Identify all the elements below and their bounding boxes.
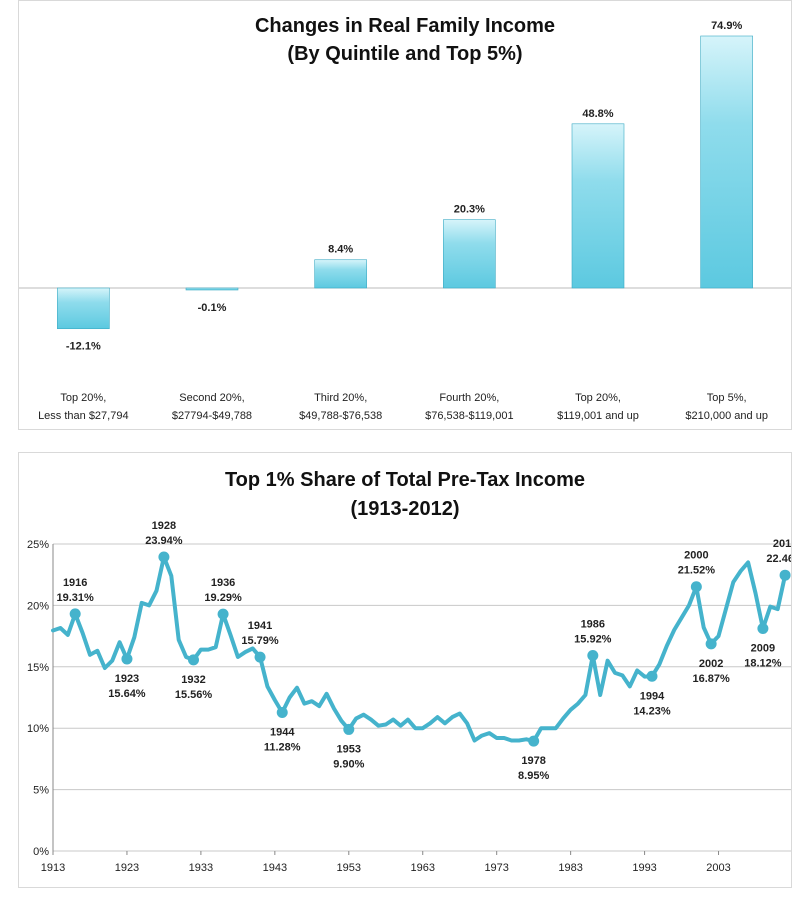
bar-value-label-3: 20.3% (454, 204, 485, 216)
bar-5 (700, 35, 753, 289)
annotation-point-1932 (188, 654, 200, 666)
annotation-point-1978 (528, 735, 540, 747)
bar-value-label-4: 48.8% (582, 108, 613, 120)
annotation-year-1978: 1978 (521, 755, 545, 767)
x-tick-label-4: 1953 (337, 862, 361, 874)
x-tick-label-0: 1913 (41, 862, 65, 874)
line-chart-title: Top 1% Share of Total Pre-Tax Income (224, 469, 586, 491)
bar-category-label-1: Second 20%, (179, 392, 244, 404)
annotation-point-1944 (276, 706, 288, 718)
bar-category-sublabel-2: $49,788-$76,538 (299, 410, 382, 422)
annotation-year-2002: 2002 (699, 658, 723, 670)
annotation-year-2000: 2000 (684, 550, 708, 562)
y-tick-label-4: 20% (27, 600, 49, 612)
annotation-point-1941 (254, 651, 266, 663)
annotation-year-1923: 1923 (115, 673, 139, 685)
bar-value-label-2: 8.4% (328, 244, 353, 256)
annotation-year-1928: 1928 (152, 520, 176, 532)
annotation-value-1916: 19.31% (57, 592, 95, 604)
top-one-percent-chart-panel: Top 1% Share of Total Pre-Tax Income (19… (18, 452, 792, 888)
bar-chart-title: Changes in Real Family Income (254, 15, 556, 37)
annotation-point-2012 (779, 569, 791, 581)
annotation-value-1936: 19.29% (204, 592, 242, 604)
bar-category-sublabel-1: $27794-$49,788 (172, 410, 252, 422)
annotation-point-1986 (587, 650, 599, 662)
annotation-point-1953 (343, 723, 355, 735)
annotation-value-1953: 9.90% (333, 758, 364, 770)
annotation-value-2000: 21.52% (678, 565, 716, 577)
annotation-value-2009: 18.12% (744, 657, 782, 669)
y-tick-label-0: 0% (33, 846, 49, 858)
annotation-year-1936: 1936 (211, 577, 235, 589)
bar-3 (443, 219, 496, 289)
x-tick-label-5: 1963 (410, 862, 434, 874)
x-tick-label-8: 1993 (632, 862, 656, 874)
annotation-value-1994: 14.23% (633, 705, 671, 717)
bar-category-label-3: Fourth 20%, (439, 392, 499, 404)
annotation-value-1986: 15.92% (574, 634, 612, 646)
annotation-year-2012: 2012 (773, 538, 791, 550)
bar-0 (57, 287, 110, 330)
x-tick-label-7: 1983 (558, 862, 582, 874)
annotation-value-1941: 15.79% (241, 635, 279, 647)
annotation-year-1994: 1994 (640, 690, 665, 702)
x-tick-label-3: 1943 (263, 862, 287, 874)
line-chart: 0% 5% 10% 15% 20% 25% 1913 1923 1933 1943 1953 1963… (27, 520, 791, 874)
y-tick-label-2: 10% (27, 723, 49, 735)
annotation-year-2009: 2009 (751, 642, 775, 654)
y-tick-label-5: 25% (27, 539, 49, 551)
x-tick-label-6: 1973 (484, 862, 508, 874)
annotation-year-1941: 1941 (248, 620, 272, 632)
annotation-point-2009 (757, 622, 769, 634)
bar-value-label-5: 74.9% (711, 20, 742, 32)
bar-category-sublabel-4: $119,001 and up (557, 410, 639, 422)
annotation-value-1978: 8.95% (518, 770, 549, 782)
y-tick-label-3: 15% (27, 662, 49, 674)
bar-1 (185, 287, 239, 291)
bar-category-label-0: Top 20%, (60, 392, 106, 404)
y-tick-label-1: 5% (33, 785, 49, 797)
bar-category-label-4: Top 20%, (575, 392, 621, 404)
annotation-point-1916 (69, 608, 81, 620)
annotation-value-2012: 22.46% (766, 553, 791, 565)
annotation-point-1923 (121, 653, 133, 665)
annotation-value-1944: 11.28% (264, 741, 301, 753)
bar-category-sublabel-0: Less than $27,794 (38, 410, 129, 422)
annotation-point-2000 (690, 581, 702, 593)
annotation-point-1928 (158, 551, 170, 563)
bar-value-label-0: -12.1% (66, 341, 101, 353)
annotation-year-1916: 1916 (63, 577, 87, 589)
x-tick-label-2: 1933 (189, 862, 213, 874)
bar-value-label-1: -0.1% (198, 302, 227, 314)
bar-category-sublabel-3: $76,538-$119,001 (425, 410, 514, 422)
bar-chart: -12.1% Top 20%, Less than $27,794 -0.1% Seco… (19, 20, 791, 422)
bar-2 (314, 259, 367, 289)
annotation-value-1928: 23.94% (145, 535, 183, 547)
annotation-value-1923: 15.64% (108, 688, 146, 700)
top-one-percent-series-line (51, 555, 788, 744)
bar-4 (571, 123, 625, 289)
line-chart-subtitle: (1913-2012) (350, 498, 460, 520)
bar-chart-subtitle: (By Quintile and Top 5%) (287, 43, 523, 65)
annotation-point-2002 (705, 638, 717, 650)
bar-category-sublabel-5: $210,000 and up (685, 410, 768, 422)
x-tick-label-1: 1923 (115, 862, 139, 874)
bar-category-label-5: Top 5%, (707, 392, 747, 404)
income-change-chart-panel: Changes in Real Family Income (By Quinti… (18, 0, 792, 430)
annotation-year-1944: 1944 (270, 726, 295, 738)
annotation-year-1932: 1932 (181, 674, 205, 686)
annotation-value-1932: 15.56% (175, 689, 213, 701)
annotation-year-1986: 1986 (581, 619, 605, 631)
annotation-point-1936 (217, 608, 229, 620)
annotation-point-1994 (646, 670, 658, 682)
bar-category-label-2: Third 20%, (314, 392, 367, 404)
annotation-value-2002: 16.87% (692, 673, 730, 685)
x-tick-label-9: 2003 (706, 862, 730, 874)
annotation-year-1953: 1953 (337, 743, 361, 755)
